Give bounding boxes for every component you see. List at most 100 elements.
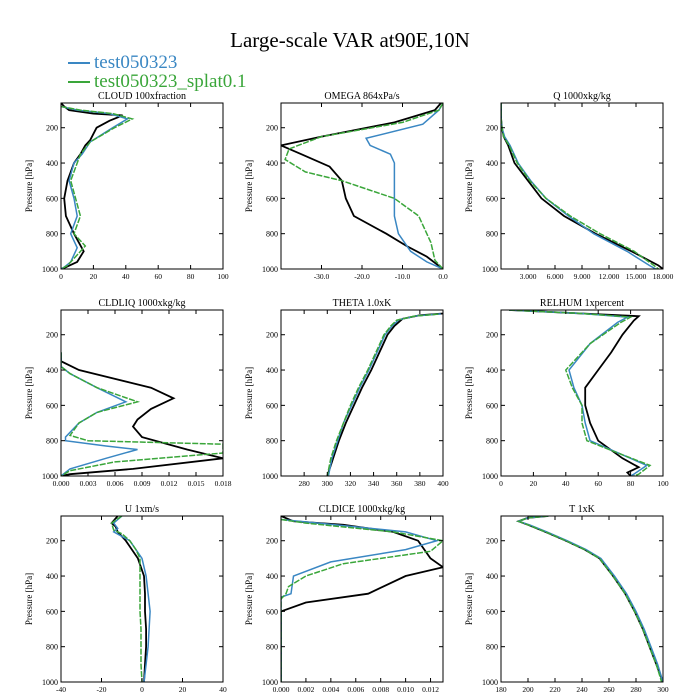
y-axis-label: Pressure [hPa] (244, 367, 254, 419)
x-tick-label: 60 (154, 272, 162, 281)
x-tick-label: 40 (562, 479, 570, 488)
y-tick-label: 1000 (262, 265, 278, 274)
series-line-green (501, 103, 659, 269)
series-line-green (326, 313, 439, 476)
series-line-blue (61, 352, 138, 476)
x-tick-label: 0.006 (347, 685, 364, 694)
x-tick-label: 0 (59, 272, 63, 281)
x-tick-label: 220 (549, 685, 561, 694)
x-tick-label: 0.000 (53, 479, 70, 488)
y-axis-label: Pressure [hPa] (24, 160, 34, 212)
y-tick-label: 400 (266, 366, 278, 375)
y-tick-label: 800 (266, 230, 278, 239)
plot-frame (500, 309, 664, 477)
y-tick-label: 600 (486, 607, 498, 616)
plot-frame (60, 309, 224, 477)
x-tick-label: 280 (299, 479, 311, 488)
y-tick-label: 800 (266, 643, 278, 652)
x-tick-label: 3.000 (520, 272, 537, 281)
plot-frame (280, 309, 444, 477)
y-tick-label: 1000 (42, 472, 58, 481)
y-tick-label: 200 (486, 537, 498, 546)
x-tick-label: 280 (630, 685, 642, 694)
x-tick-label: 0.004 (322, 685, 339, 694)
series-line-black (61, 352, 223, 476)
panel-4: THETA 1.0xK 200 400 600 800 1000 280 300 320 340 3… (244, 298, 449, 488)
x-tick-label: 0.010 (397, 685, 414, 694)
plot-frame (60, 515, 224, 683)
y-tick-label: 400 (486, 572, 498, 581)
series-line-green (61, 105, 135, 269)
legend-item-series2: test050323_splat0.1 (68, 72, 247, 91)
y-tick-label: 800 (486, 643, 498, 652)
x-tick-label: 0.006 (107, 479, 124, 488)
panel-title: Q 1000xkg/kg (553, 91, 611, 102)
series-line-blue (327, 313, 441, 476)
page-title: Large-scale VAR at90E,10N (230, 28, 470, 52)
x-tick-label: 240 (576, 685, 588, 694)
x-tick-label: 9.000 (574, 272, 591, 281)
y-tick-label: 1000 (482, 472, 498, 481)
plot-frame (60, 102, 224, 270)
panel-title: RELHUM 1xpercent (540, 298, 624, 309)
legend-item-series1: test050323 (68, 53, 247, 72)
x-tick-label: 20 (179, 685, 187, 694)
series-line-blue (281, 518, 440, 682)
y-tick-label: 1000 (262, 472, 278, 481)
y-tick-label: 200 (266, 331, 278, 340)
series-line-black (509, 310, 641, 476)
panel-1: OMEGA 864xPa/s 200 400 600 800 1000 -30.0 -20.0… (244, 91, 448, 281)
x-tick-label: -10.0 (395, 272, 411, 281)
y-tick-label: 600 (46, 607, 58, 616)
y-tick-label: 1000 (42, 265, 58, 274)
y-tick-label: 400 (486, 366, 498, 375)
x-tick-label: 12.000 (599, 272, 620, 281)
y-tick-label: 200 (486, 331, 498, 340)
plot-frame (500, 102, 664, 270)
x-tick-label: 0.0 (438, 272, 448, 281)
y-tick-label: 600 (46, 401, 58, 410)
series-line-blue (516, 516, 663, 682)
y-tick-label: 400 (46, 366, 58, 375)
x-tick-label: 320 (345, 479, 357, 488)
y-tick-label: 400 (46, 159, 58, 168)
x-tick-label: 0.009 (134, 479, 151, 488)
panel-2: Q 1000xkg/kg 200 400 600 800 1000 3.000 6.000 9.… (464, 91, 674, 281)
legend-label-series2: test050323_splat0.1 (94, 71, 247, 92)
y-tick-label: 600 (266, 607, 278, 616)
y-tick-label: 400 (486, 159, 498, 168)
series-line-green (509, 310, 652, 476)
x-tick-label: 100 (217, 272, 229, 281)
x-tick-label: 15.000 (626, 272, 647, 281)
y-axis-label: Pressure [hPa] (24, 573, 34, 625)
series-line-black (515, 516, 663, 682)
x-tick-label: 180 (495, 685, 507, 694)
series-line-green (516, 516, 663, 682)
x-tick-label: 6.000 (547, 272, 564, 281)
x-tick-label: 300 (322, 479, 334, 488)
series-line-black (281, 516, 443, 682)
legend-swatch-series2 (68, 80, 90, 83)
y-tick-label: 800 (266, 437, 278, 446)
x-tick-label: 20 (530, 479, 538, 488)
y-tick-label: 1000 (42, 678, 58, 687)
x-tick-label: 0.008 (372, 685, 389, 694)
x-tick-label: 400 (437, 479, 449, 488)
x-tick-label: 100 (657, 479, 669, 488)
x-tick-label: 40 (219, 685, 227, 694)
panel-title: CLOUD 100xfraction (98, 91, 186, 102)
y-tick-label: 400 (46, 572, 58, 581)
y-tick-label: 800 (46, 643, 58, 652)
x-tick-label: 0.003 (80, 479, 97, 488)
x-tick-label: 60 (594, 479, 602, 488)
x-tick-label: 80 (627, 479, 635, 488)
x-tick-label: 260 (603, 685, 615, 694)
series-line-black (501, 103, 663, 269)
x-tick-label: 360 (391, 479, 403, 488)
y-tick-label: 200 (46, 124, 58, 133)
y-tick-label: 600 (486, 401, 498, 410)
